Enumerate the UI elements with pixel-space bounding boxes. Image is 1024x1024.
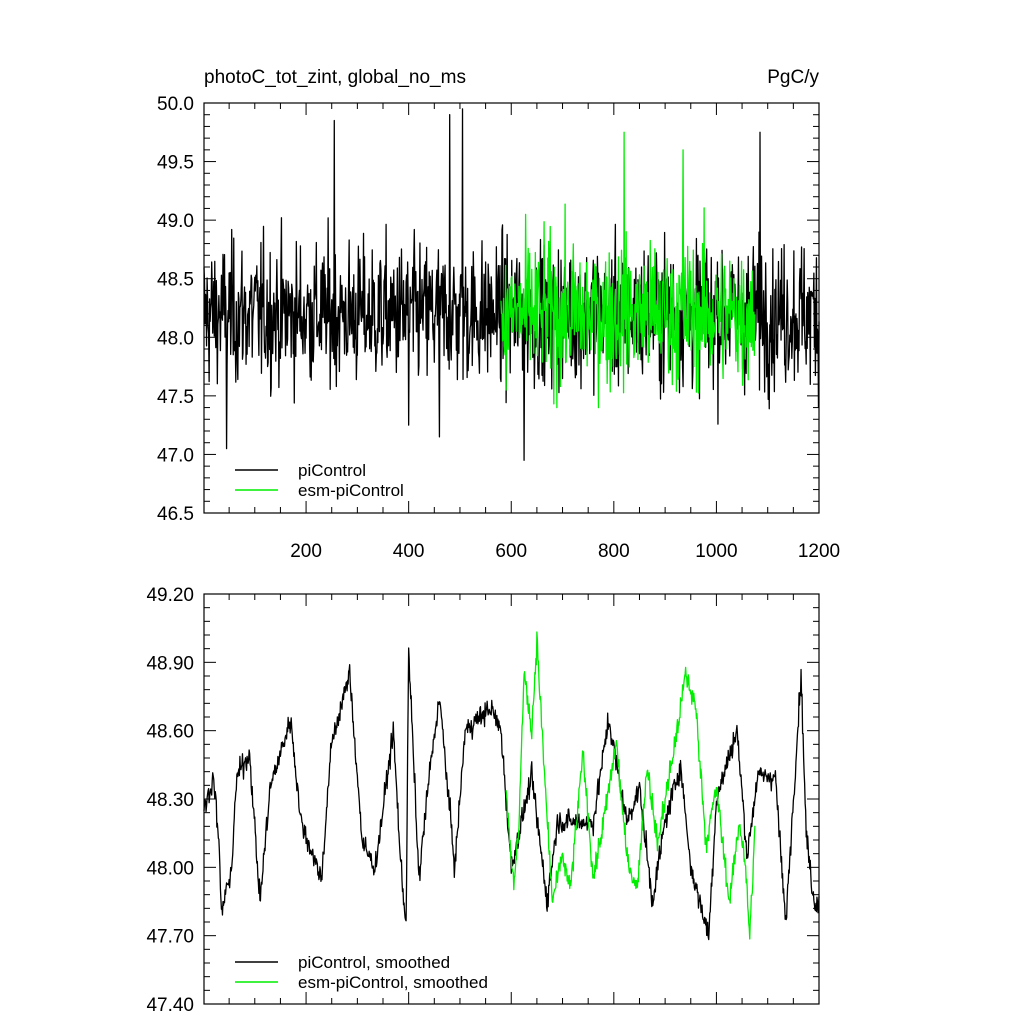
y-tick-label: 48.00 <box>146 858 194 879</box>
top-panel-ticks: 46.5 47.0 47.5 48.0 48.5 49.0 49.5 50.0 200 400 60… <box>157 94 840 562</box>
series-line-esm-picontrol <box>500 131 756 409</box>
bottom-panel-legend: piControl, smoothed esm-piControl, smoot… <box>235 953 488 992</box>
y-tick-label: 50.0 <box>157 94 194 115</box>
y-tick-label: 47.70 <box>146 927 194 948</box>
legend-label-esm-picontrol-smoothed: esm-piControl, smoothed <box>298 973 488 992</box>
y-tick-label: 48.30 <box>146 790 194 811</box>
top-panel-units: PgC/y <box>767 67 819 88</box>
x-tick-label: 1000 <box>695 541 737 562</box>
top-panel-frame <box>203 102 820 514</box>
legend-label-esm-picontrol: esm-piControl <box>298 481 404 500</box>
y-tick-label: 47.5 <box>157 387 194 408</box>
y-tick-label: 49.20 <box>146 585 194 606</box>
y-tick-label: 46.5 <box>157 504 194 525</box>
y-tick-label: 48.90 <box>146 653 194 674</box>
x-tick-label: 800 <box>598 541 630 562</box>
y-tick-label: 48.0 <box>157 328 194 349</box>
top-panel-legend: piControl esm-piControl <box>235 461 404 500</box>
bottom-panel-frame <box>203 593 820 1005</box>
top-panel: photoC_tot_zint, global_no_ms PgC/y 46.5… <box>157 67 840 562</box>
x-tick-label: 200 <box>290 541 322 562</box>
x-tick-label: 600 <box>495 541 527 562</box>
y-tick-label: 47.40 <box>146 995 194 1016</box>
y-tick-label: 48.60 <box>146 722 194 743</box>
bottom-panel-series <box>203 631 820 941</box>
y-tick-label: 49.0 <box>157 211 194 232</box>
top-panel-title: photoC_tot_zint, global_no_ms <box>204 67 466 88</box>
legend-label-picontrol-smoothed: piControl, smoothed <box>298 953 450 972</box>
x-tick-label: 1200 <box>798 541 840 562</box>
y-tick-label: 47.0 <box>157 445 194 466</box>
y-tick-label: 48.5 <box>157 270 194 291</box>
y-tick-label: 49.5 <box>157 153 194 174</box>
x-tick-label: 400 <box>393 541 425 562</box>
legend-label-picontrol: piControl <box>298 461 366 480</box>
bottom-panel: 47.40 47.70 48.00 48.30 48.60 48.90 49.20 piCo… <box>146 585 820 1016</box>
series-line-esm-picontrol-smoothed <box>505 631 756 940</box>
top-panel-series <box>203 108 820 461</box>
bottom-panel-ticks: 47.40 47.70 48.00 48.30 48.60 48.90 49.20 <box>146 585 820 1016</box>
series-line-picontrol-smoothed <box>203 647 820 941</box>
